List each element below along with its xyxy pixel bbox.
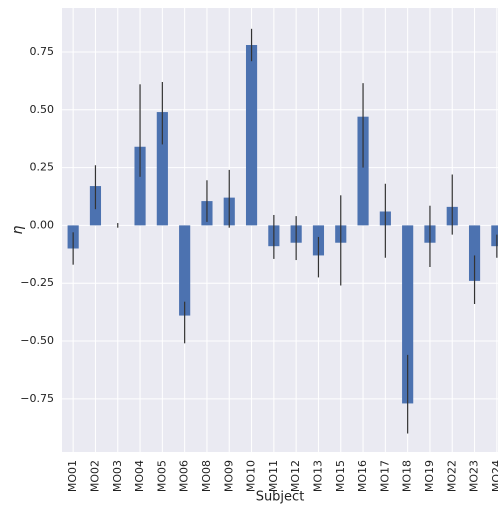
bar xyxy=(468,225,481,281)
x-tick-label: MO13 xyxy=(311,460,324,492)
y-axis-label: η xyxy=(10,225,26,234)
bar xyxy=(134,146,146,226)
x-tick-label: MO11 xyxy=(267,460,280,492)
y-tick-label: 0.00 xyxy=(30,218,55,231)
x-tick-label: MO01 xyxy=(66,460,79,492)
bar xyxy=(156,112,168,226)
x-tick-label: MO05 xyxy=(155,460,168,492)
x-tick-label: MO24 xyxy=(490,460,498,492)
y-tick-label: −0.75 xyxy=(20,392,54,405)
x-axis-label: Subject xyxy=(256,490,305,505)
bar xyxy=(179,225,191,316)
x-tick-label: MO16 xyxy=(356,460,369,492)
x-tick-label: MO02 xyxy=(88,460,101,492)
x-tick-label: MO04 xyxy=(133,460,146,492)
y-tick-label: 0.50 xyxy=(30,103,55,116)
x-tick-label: MO08 xyxy=(200,460,213,492)
x-tick-label: MO09 xyxy=(222,460,235,492)
x-tick-label: MO12 xyxy=(289,460,302,492)
x-tick-label: MO23 xyxy=(468,460,481,492)
x-tick-label: MO03 xyxy=(111,460,124,492)
bar xyxy=(357,116,369,226)
x-tick-label: MO22 xyxy=(445,460,458,492)
bar xyxy=(402,225,414,404)
x-tick-label: MO15 xyxy=(334,460,347,492)
y-tick-label: 0.25 xyxy=(30,161,55,174)
bar xyxy=(491,225,498,247)
y-tick-label: 0.75 xyxy=(30,45,55,58)
x-tick-label: MO18 xyxy=(401,460,414,492)
x-tick-label: MO17 xyxy=(378,460,391,492)
bar xyxy=(245,45,258,226)
x-tick-label: MO10 xyxy=(245,460,258,492)
y-tick-label: −0.25 xyxy=(20,276,54,289)
y-tick-label: −0.50 xyxy=(20,334,54,347)
x-tick-label: MO06 xyxy=(178,460,191,492)
x-tick-label: MO19 xyxy=(423,460,436,492)
